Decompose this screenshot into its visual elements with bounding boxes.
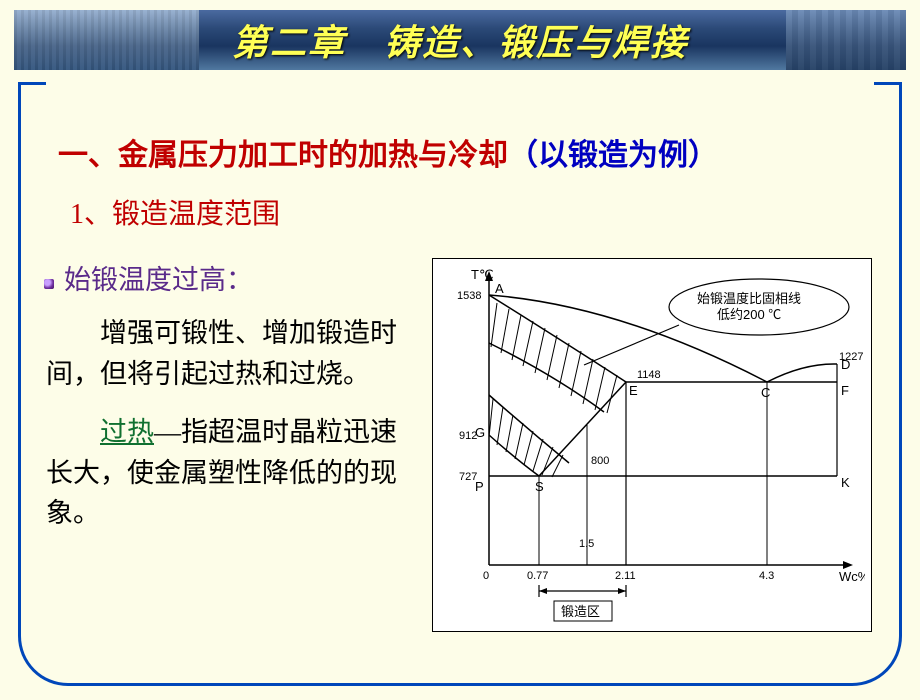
svg-text:A: A [495,281,504,296]
paragraph-1: 增强可锻性、增加锻造时间，但将引起过热和过烧。 [46,313,420,394]
bullet-item: 始锻温度过高： [40,258,420,297]
slide-content: 一、金属压力加工时的加热与冷却（以锻造为例） 1、锻造温度范围 始锻温度过高： … [40,110,880,670]
svg-text:P: P [475,479,484,494]
section-heading-note: （以锻造为例） [508,139,718,172]
svg-text:4.3: 4.3 [759,570,774,582]
phase-diagram: T℃ Wc% [432,258,872,632]
paragraph-2-rest: —指超温时晶粒迅速长大，使金属塑性降低的的现象。 [46,417,397,528]
diagram-note-1: 始锻温度比固相线 [697,291,801,306]
chapter-banner: 第二章 铸造、锻压与焊接 [14,10,906,70]
term-overheat: 过热 [100,417,154,447]
diagram-note-2: 低约200 ℃ [717,307,781,322]
svg-text:800: 800 [591,455,609,467]
svg-text:1.5: 1.5 [579,538,594,550]
x-axis-label: Wc% [839,569,865,584]
phase-diagram-svg: T℃ Wc% [439,265,865,625]
paragraph-2: 过热—指超温时晶粒迅速长大，使金属塑性降低的的现象。 [46,412,420,534]
svg-text:0: 0 [483,570,489,582]
svg-text:2.11: 2.11 [615,570,636,582]
svg-text:E: E [629,383,638,398]
svg-text:K: K [841,475,850,490]
section-heading: 一、金属压力加工时的加热与冷却（以锻造为例） [58,130,880,174]
svg-text:G: G [475,425,485,440]
bullet-icon [44,279,54,289]
section-heading-main: 一、金属压力加工时的加热与冷却 [58,139,508,172]
hatch-upper [491,303,617,413]
subsection-heading: 1、锻造温度范围 [70,192,880,232]
svg-text:0.77: 0.77 [527,570,548,582]
y-axis-label: T℃ [471,267,494,282]
svg-text:S: S [535,479,544,494]
forge-zone-label: 锻造区 [561,604,600,619]
text-column: 始锻温度过高： 增强可锻性、增加锻造时间，但将引起过热和过烧。 过热—指超温时晶… [40,258,420,552]
svg-text:C: C [761,385,770,400]
svg-text:D: D [841,357,850,372]
svg-text:1148: 1148 [637,369,661,381]
svg-text:F: F [841,383,849,398]
bullet-label: 始锻温度过高： [64,258,253,297]
chapter-title: 第二章 铸造、锻压与焊接 [14,14,906,66]
svg-text:1538: 1538 [457,290,481,302]
